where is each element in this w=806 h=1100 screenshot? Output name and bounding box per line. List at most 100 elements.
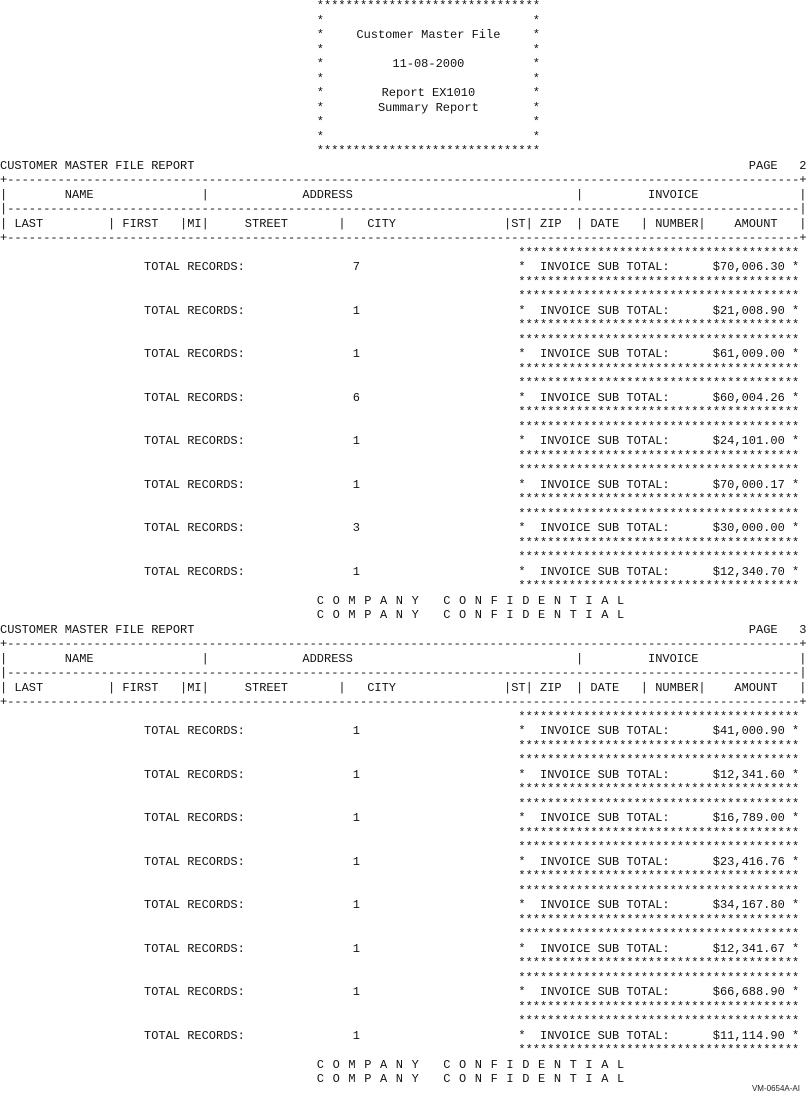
- column-divider: |: [799, 680, 806, 695]
- subtotal-border: *: [518, 521, 526, 535]
- total-records-label: TOTAL RECORDS:: [144, 521, 245, 535]
- total-records-label: TOTAL RECORDS:: [144, 1028, 245, 1043]
- column-divider: |: [576, 680, 584, 695]
- subtotal-border: ***************************************: [518, 318, 800, 332]
- column-group-header: NAME: [64, 187, 94, 202]
- subtotal-border: *: [518, 477, 526, 492]
- column-divider: |: [180, 680, 188, 695]
- page-label: PAGE: [748, 622, 778, 637]
- subtotal-amount: $24,101.00: [712, 434, 785, 448]
- total-records-count: 1: [352, 941, 360, 956]
- total-records-count: 1: [352, 434, 360, 448]
- column-divider: |: [576, 187, 584, 202]
- table-border: +---------------------------------------…: [0, 637, 806, 651]
- column-divider: |: [201, 680, 209, 695]
- total-records-label: TOTAL RECORDS:: [144, 434, 245, 448]
- column-header: ST: [511, 680, 526, 695]
- total-records-label: TOTAL RECORDS:: [144, 811, 245, 825]
- subtotal-border: ***************************************: [518, 361, 800, 376]
- subtotal-label: INVOICE SUB TOTAL:: [540, 434, 670, 448]
- column-divider: |: [0, 216, 8, 231]
- subtotal-amount: $61,009.00: [712, 347, 785, 361]
- banner-border: *: [532, 100, 540, 115]
- subtotal-amount: $11,114.90: [712, 1028, 785, 1043]
- subtotal-border: ***************************************: [518, 535, 800, 550]
- column-group-header: NAME: [64, 651, 94, 666]
- column-divider: |: [338, 216, 346, 231]
- subtotal-border: *: [792, 347, 800, 361]
- total-records-count: 1: [352, 767, 360, 782]
- subtotal-border: ***************************************: [518, 332, 800, 347]
- subtotal-border: ***************************************: [518, 738, 800, 753]
- subtotal-border: *: [518, 303, 526, 318]
- subtotal-border: ***************************************: [518, 405, 800, 419]
- column-divider: |: [640, 216, 648, 231]
- subtotal-amount: $34,167.80: [712, 898, 785, 912]
- report-title: CUSTOMER MASTER FILE REPORT: [0, 158, 195, 173]
- subtotal-border: *: [518, 941, 526, 956]
- total-records-label: TOTAL RECORDS:: [144, 941, 245, 956]
- total-records-label: TOTAL RECORDS:: [144, 854, 245, 869]
- column-header: NUMBER: [655, 680, 699, 695]
- column-group-header: ADDRESS: [302, 187, 353, 202]
- subtotal-border: *: [792, 1028, 800, 1043]
- subtotal-border: *: [792, 477, 800, 492]
- subtotal-border: *: [792, 811, 800, 825]
- column-header: FIRST: [122, 680, 159, 695]
- subtotal-border: ***************************************: [518, 782, 800, 796]
- column-header: LAST: [14, 216, 44, 231]
- banner-border: *******************************: [316, 144, 541, 158]
- table-border: +---------------------------------------…: [0, 231, 806, 245]
- subtotal-amount: $66,688.90: [712, 985, 785, 999]
- column-divider: |: [504, 680, 512, 695]
- subtotal-border: ***************************************: [518, 927, 800, 941]
- subtotal-border: ***************************************: [518, 796, 800, 811]
- subtotal-border: ***************************************: [518, 1043, 800, 1057]
- column-header: ZIP: [540, 216, 562, 231]
- table-border: +---------------------------------------…: [0, 173, 806, 187]
- subtotal-border: ***************************************: [518, 912, 800, 927]
- subtotal-border: *: [518, 347, 526, 361]
- subtotal-amount: $12,340.70: [712, 564, 785, 579]
- subtotal-border: ***************************************: [518, 869, 800, 883]
- column-group-header: ADDRESS: [302, 651, 353, 666]
- subtotal-border: ***************************************: [518, 463, 800, 477]
- page-number: 2: [799, 158, 806, 173]
- table-border: |---------------------------------------…: [0, 202, 806, 216]
- total-records-label: TOTAL RECORDS:: [144, 303, 245, 318]
- column-header: ST: [511, 216, 526, 231]
- subtotal-border: *: [518, 434, 526, 448]
- subtotal-label: INVOICE SUB TOTAL:: [540, 941, 670, 956]
- confidential-notice: COMPANY CONFIDENTIAL: [316, 593, 633, 608]
- subtotal-border: *: [518, 1028, 526, 1043]
- total-records-count: 7: [352, 260, 360, 274]
- subtotal-border: *: [518, 260, 526, 274]
- column-header: NUMBER: [655, 216, 699, 231]
- subtotal-label: INVOICE SUB TOTAL:: [540, 477, 670, 492]
- total-records-count: 6: [352, 390, 360, 405]
- banner-border: *: [316, 42, 324, 57]
- total-records-count: 1: [352, 898, 360, 912]
- subtotal-border: ***************************************: [518, 825, 800, 840]
- subtotal-label: INVOICE SUB TOTAL:: [540, 564, 670, 579]
- subtotal-amount: $16,789.00: [712, 811, 785, 825]
- column-divider: |: [0, 187, 8, 202]
- column-divider: |: [525, 216, 533, 231]
- column-divider: |: [201, 216, 209, 231]
- total-records-count: 1: [352, 564, 360, 579]
- banner-border: *: [316, 86, 324, 100]
- total-records-label: TOTAL RECORDS:: [144, 347, 245, 361]
- column-divider: |: [698, 680, 706, 695]
- subtotal-border: *: [518, 811, 526, 825]
- subtotal-border: ***************************************: [518, 492, 800, 506]
- total-records-label: TOTAL RECORDS:: [144, 564, 245, 579]
- subtotal-border: *: [518, 390, 526, 405]
- total-records-label: TOTAL RECORDS:: [144, 724, 245, 738]
- subtotal-border: *: [792, 724, 800, 738]
- subtotal-border: *: [792, 767, 800, 782]
- subtotal-border: *: [792, 941, 800, 956]
- subtotal-amount: $12,341.60: [712, 767, 785, 782]
- banner-border: *: [532, 42, 540, 57]
- subtotal-amount: $23,416.76: [712, 854, 785, 869]
- total-records-count: 1: [352, 985, 360, 999]
